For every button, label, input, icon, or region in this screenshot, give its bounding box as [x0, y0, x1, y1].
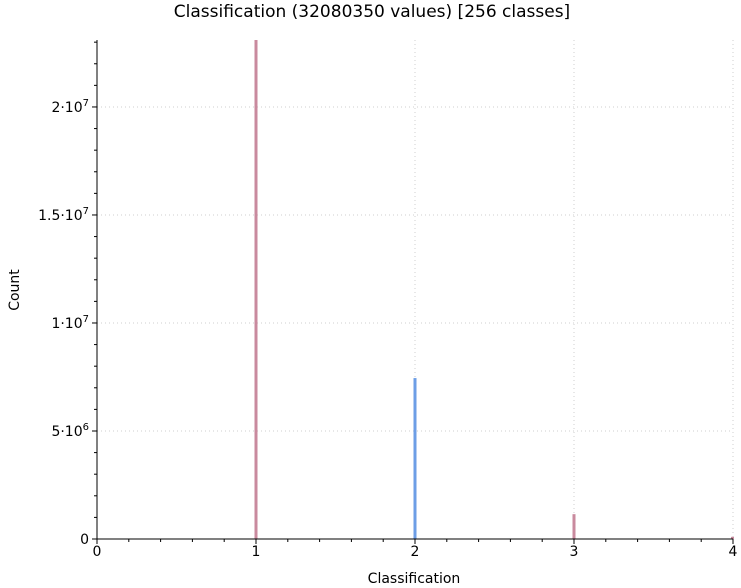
x-tick-label: 3 [570, 544, 579, 560]
y-tick-label: 2·107 [51, 98, 89, 116]
y-tick-label: 1.5·107 [38, 206, 89, 224]
x-axis-label: Classification [368, 571, 461, 587]
y-tick-label: 5·106 [51, 422, 89, 440]
chart-title: Classification (32080350 values) [256 cl… [174, 2, 570, 22]
bar [254, 40, 258, 539]
bar [731, 536, 734, 539]
y-tick-label: 1·107 [51, 314, 89, 332]
bars [254, 40, 734, 539]
bar [572, 514, 576, 539]
y-axis-label: Count [7, 269, 23, 311]
x-tick-label: 0 [93, 544, 102, 560]
y-ticks: 0 5·106 1·107 1.5·107 2·107 [38, 41, 97, 548]
x-ticks: 0 1 2 3 4 [93, 539, 738, 560]
x-tick-label: 1 [252, 544, 261, 560]
x-tick-label: 2 [411, 544, 420, 560]
x-tick-label: 4 [729, 544, 738, 560]
bar [413, 378, 417, 539]
y-tick-label: 0 [80, 532, 89, 548]
